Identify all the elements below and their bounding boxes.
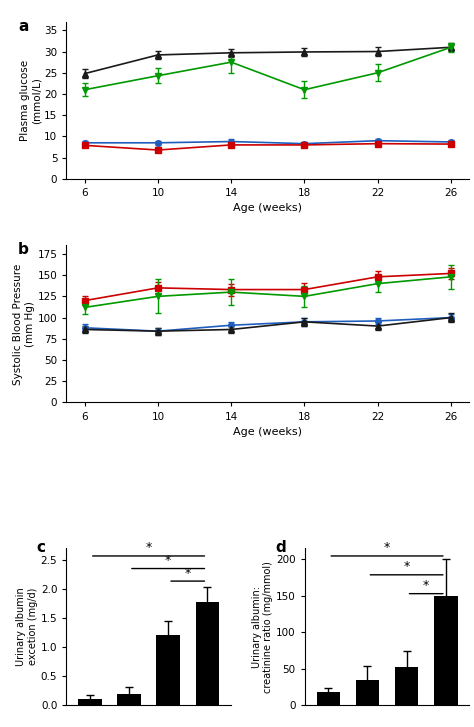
Y-axis label: Systolic Blood Pressure
(mm Hg): Systolic Blood Pressure (mm Hg): [13, 263, 35, 385]
Text: *: *: [184, 566, 191, 579]
Text: *: *: [423, 579, 429, 592]
Y-axis label: Plasma glucose
(mmol/L): Plasma glucose (mmol/L): [20, 60, 41, 141]
X-axis label: Age (weeks): Age (weeks): [233, 204, 302, 214]
Bar: [117, 694, 141, 705]
Text: c: c: [37, 540, 46, 555]
Bar: [78, 699, 101, 705]
Y-axis label: Urinary albumin
excetion (mg/d): Urinary albumin excetion (mg/d): [16, 587, 38, 666]
X-axis label: Age (weeks): Age (weeks): [233, 427, 302, 437]
Text: *: *: [403, 561, 410, 574]
Bar: [317, 692, 340, 705]
Bar: [356, 680, 379, 705]
Bar: [156, 635, 180, 705]
Y-axis label: Urinary albumin:
creatinine ratio (mg/mmol): Urinary albumin: creatinine ratio (mg/mm…: [252, 561, 273, 693]
Text: d: d: [275, 540, 286, 555]
Bar: [196, 602, 219, 705]
Text: *: *: [146, 542, 152, 555]
Bar: [434, 595, 457, 705]
Text: b: b: [18, 242, 29, 257]
Text: *: *: [165, 554, 171, 567]
Text: a: a: [18, 19, 28, 33]
Bar: [395, 667, 419, 705]
Text: *: *: [384, 542, 390, 555]
